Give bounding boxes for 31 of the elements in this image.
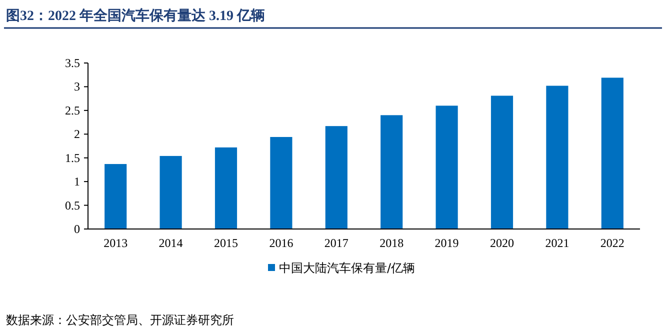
bar bbox=[436, 106, 458, 229]
chart-title: 图32：2022 年全国汽车保有量达 3.19 亿辆 bbox=[6, 7, 265, 24]
y-tick-label: 2.5 bbox=[65, 103, 80, 118]
bar bbox=[270, 136, 292, 229]
bar bbox=[601, 78, 624, 229]
x-tick-label: 2016 bbox=[269, 236, 294, 250]
source-note: 数据来源：公安部交管局、开源证券研究所 bbox=[6, 313, 234, 327]
x-tick-label: 2018 bbox=[380, 236, 404, 250]
x-tick-label: 2021 bbox=[545, 236, 570, 250]
x-tick-label: 2017 bbox=[324, 236, 348, 250]
y-tick-label: 3 bbox=[74, 80, 80, 94]
bar bbox=[546, 86, 568, 229]
y-tick-label: 2 bbox=[74, 127, 80, 142]
y-tick-label: 0.5 bbox=[65, 198, 80, 212]
x-tick-label: 2015 bbox=[214, 236, 238, 250]
x-tick-label: 2022 bbox=[600, 236, 624, 250]
x-tick-label: 2020 bbox=[490, 236, 514, 250]
bar bbox=[490, 96, 514, 229]
bar bbox=[160, 156, 182, 229]
legend-label: 中国大陆汽车保有量/亿辆 bbox=[279, 261, 416, 275]
x-tick-label: 2013 bbox=[104, 236, 128, 250]
y-tick-label: 1.5 bbox=[65, 150, 80, 165]
bar bbox=[380, 115, 403, 229]
bar bbox=[325, 126, 348, 229]
bar bbox=[214, 147, 238, 229]
x-tick-label: 2019 bbox=[434, 236, 459, 250]
x-tick-label: 2014 bbox=[158, 236, 183, 250]
y-tick-label: 0 bbox=[74, 222, 80, 236]
y-tick-label: 1 bbox=[74, 174, 80, 189]
bar bbox=[104, 164, 127, 229]
y-tick-label: 3.5 bbox=[65, 56, 80, 70]
